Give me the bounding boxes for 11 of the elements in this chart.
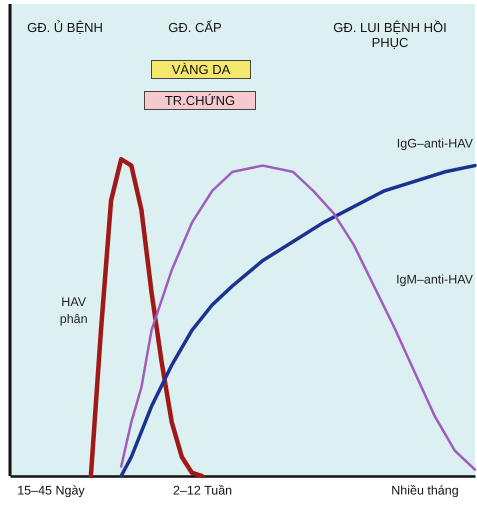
series-label: IgG–anti-HAV (396, 136, 474, 150)
text: GĐ. LUI BỆNH HỒI PHỤC (332, 20, 448, 50)
text: GĐ. CẤP (167, 20, 223, 35)
series-label: HAV phân (60, 294, 88, 326)
x-tick-label: 2–12 Tuần (173, 484, 232, 498)
text: TR.CHỨNG (144, 91, 256, 110)
x-tick-label: Nhiều tháng (391, 484, 459, 498)
series-label: IgM–anti-HAV (396, 272, 474, 287)
text: VÀNG DA (151, 60, 251, 79)
text: GĐ. Ủ BỆNH (26, 20, 104, 35)
x-tick-label: 15–45 Ngày (17, 484, 86, 498)
